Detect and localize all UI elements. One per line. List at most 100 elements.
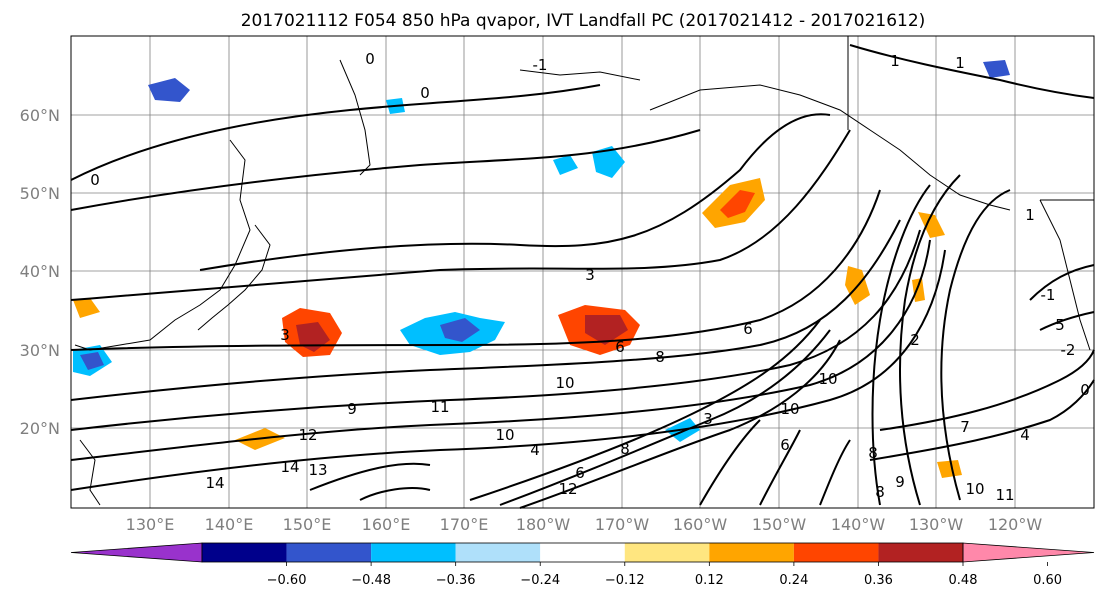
colorbar-segment [540, 543, 625, 562]
colorbar-tick-label: −0.24 [520, 573, 560, 588]
contour-label: 14 [280, 458, 299, 476]
ivt-contour [871, 184, 931, 506]
na-west-coastline [1039, 199, 1091, 351]
contour-label: 10 [780, 400, 799, 418]
ivt-contour [879, 349, 1095, 431]
colorbar-segment [709, 543, 794, 562]
map-border [70, 35, 1095, 509]
qvapor-positive-blob [918, 212, 945, 238]
contour-label: 11 [430, 398, 449, 416]
longitude-label: 170°E [440, 515, 489, 534]
contour-label: 7 [960, 418, 970, 436]
longitude-label: 180°W [516, 515, 571, 534]
colorbar-extend-high [962, 542, 1095, 563]
colorbar-extend-low [70, 542, 203, 563]
ivt-contour [849, 44, 1095, 99]
qvapor-positive-blob [720, 190, 755, 218]
colorbar-tick-label: 0.36 [864, 573, 893, 588]
contour-label: 10 [555, 374, 574, 392]
contour-label: -2 [1061, 341, 1076, 359]
canada-border [847, 36, 1094, 201]
ivt-contour [309, 462, 431, 501]
longitude-label: 150°W [752, 515, 807, 534]
latitude-label: 50°N [20, 184, 60, 203]
longitude-label: 140°W [831, 515, 886, 534]
colorbar-segment [371, 543, 456, 562]
colorbar-frame [201, 542, 964, 563]
colorbar-tick-label: 0.24 [779, 573, 808, 588]
colorbar-tick-label: −0.36 [436, 573, 476, 588]
ivt-contour [699, 419, 801, 506]
contour-label: 4 [530, 441, 540, 459]
contour-label: 9 [347, 400, 357, 418]
ivt-contour [869, 379, 1095, 461]
contour-label: 6 [743, 320, 753, 338]
contour-label: 9 [895, 473, 905, 491]
longitude-label: 120°W [988, 515, 1043, 534]
ivt-contour [70, 84, 601, 181]
qvapor-negative-blob [983, 60, 1010, 78]
ivt-contour [199, 113, 831, 271]
contour-label: 6 [615, 338, 625, 356]
colorbar-segment [878, 543, 963, 562]
contour-label: 0 [1080, 381, 1090, 399]
contour-label: 10 [495, 426, 514, 444]
longitude-label: 160°E [362, 515, 411, 534]
colorbar-tick-label: −0.48 [351, 573, 391, 588]
colorbar-tick-label: 0.48 [949, 573, 978, 588]
ivt-contour [819, 439, 851, 506]
contour-label: 0 [90, 171, 100, 189]
qvapor-negative-blob [80, 352, 104, 370]
qvapor-positive-blob [73, 298, 100, 318]
kamchatka-coastline [339, 59, 371, 176]
contour-label: 8 [875, 483, 885, 501]
ivt-contour [70, 229, 921, 431]
colorbar-segment [202, 543, 287, 562]
contour-label: 0 [420, 84, 430, 102]
contour-label: 1 [890, 52, 900, 70]
ivt-contour [70, 239, 931, 461]
colorbar-tick-label: −0.12 [605, 573, 645, 588]
qvapor-negative-blob [440, 318, 480, 342]
contour-label: 14 [205, 474, 224, 492]
contour-label: 3 [703, 410, 713, 428]
qvapor-negative-blob [148, 78, 190, 102]
coastline-layer [74, 36, 1094, 506]
qvapor-negative-blob [553, 155, 578, 175]
ivt-contour [70, 249, 946, 491]
ivt-contour [70, 129, 701, 211]
contour-label: 12 [558, 480, 577, 498]
ivt-contour [1029, 264, 1095, 331]
longitude-label: 140°E [205, 515, 254, 534]
figure-title: 2017021112 F054 850 hPa qvapor, IVT Land… [241, 11, 926, 31]
longitude-labels: 130°E 140°E 150°E 160°E 170°E 180°W 170°W 160°W… [126, 515, 1043, 534]
qvapor-positive-blob [585, 315, 628, 345]
contour-label: 13 [308, 461, 327, 479]
ivt-contour [70, 189, 881, 351]
contour-label: 4 [1020, 426, 1030, 444]
colorbar-tick-label: −0.60 [267, 573, 307, 588]
contour-label: 10 [818, 370, 837, 388]
ivt-contour [940, 189, 1011, 501]
longitude-label: 130°W [909, 515, 964, 534]
latitude-label: 30°N [20, 341, 60, 360]
philippines-coastline [79, 439, 101, 506]
contour-label: 6 [575, 464, 585, 482]
contour-label: -1 [1041, 286, 1056, 304]
contour-label: 5 [1055, 316, 1065, 334]
ivt-contour [469, 319, 821, 501]
contour-label: 10 [965, 480, 984, 498]
colorbar-tick-label: 0.60 [1033, 573, 1062, 588]
latitude-label: 40°N [20, 262, 60, 281]
ivt-contour [519, 339, 841, 509]
longitude-label: 170°W [595, 515, 650, 534]
qvapor-negative-blob [592, 146, 625, 178]
contour-label: 11 [995, 486, 1014, 504]
latitude-label: 60°N [20, 106, 60, 125]
aleutian-coastline [519, 69, 641, 81]
ivt-contour [70, 219, 901, 401]
ivt-contour [499, 329, 831, 506]
